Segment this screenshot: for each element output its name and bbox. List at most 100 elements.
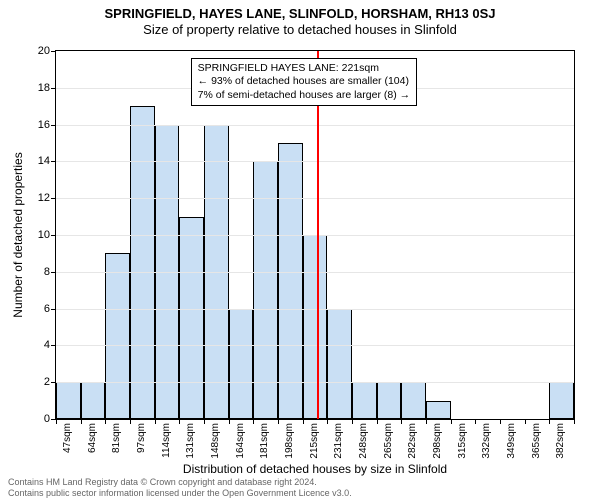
gridline <box>56 272 574 273</box>
bar <box>130 106 155 419</box>
ytick-mark <box>51 88 56 89</box>
ytick-mark <box>51 161 56 162</box>
footer: Contains HM Land Registry data © Crown c… <box>8 477 352 498</box>
bar <box>352 382 377 419</box>
ytick-mark <box>51 272 56 273</box>
xtick-label: 131sqm <box>185 423 196 459</box>
gridline <box>56 382 574 383</box>
xtick-label: 248sqm <box>358 423 369 459</box>
xtick-mark <box>105 419 106 424</box>
xtick-label: 265sqm <box>383 423 394 459</box>
ytick-label: 16 <box>38 119 50 131</box>
bar <box>303 235 328 419</box>
title-line1: SPRINGFIELD, HAYES LANE, SLINFOLD, HORSH… <box>0 6 600 22</box>
xtick-label: 164sqm <box>235 423 246 459</box>
bar <box>327 309 352 419</box>
xtick-label: 332sqm <box>481 423 492 459</box>
gridline <box>56 161 574 162</box>
ytick-label: 4 <box>44 339 50 351</box>
ytick-label: 14 <box>38 155 50 167</box>
gridline <box>56 345 574 346</box>
marker-line <box>317 51 319 419</box>
ytick-mark <box>51 51 56 52</box>
xtick-mark <box>500 419 501 424</box>
xtick-mark <box>549 419 550 424</box>
xtick-mark <box>130 419 131 424</box>
xtick-label: 382sqm <box>555 423 566 459</box>
bar <box>253 161 278 419</box>
xtick-label: 231sqm <box>333 423 344 459</box>
annotation-box: SPRINGFIELD HAYES LANE: 221sqm← 93% of d… <box>191 58 417 105</box>
xtick-mark <box>401 419 402 424</box>
footer-line2: Contains public sector information licen… <box>8 488 352 498</box>
chart-container: SPRINGFIELD, HAYES LANE, SLINFOLD, HORSH… <box>0 0 600 500</box>
xtick-mark <box>179 419 180 424</box>
bar <box>377 382 402 419</box>
annotation-line: 7% of semi-detached houses are larger (8… <box>198 89 410 102</box>
bar <box>549 382 574 419</box>
xtick-label: 64sqm <box>87 423 98 453</box>
xtick-mark <box>204 419 205 424</box>
plot-area: 02468101214161820 47sqm64sqm81sqm97sqm11… <box>55 50 575 420</box>
gridline <box>56 125 574 126</box>
footer-line1: Contains HM Land Registry data © Crown c… <box>8 477 352 487</box>
ytick-label: 6 <box>44 303 50 315</box>
x-axis-label: Distribution of detached houses by size … <box>55 462 575 476</box>
xtick-mark <box>253 419 254 424</box>
annotation-line: ← 93% of detached houses are smaller (10… <box>198 75 410 88</box>
bar <box>278 143 303 419</box>
xtick-mark <box>426 419 427 424</box>
ytick-mark <box>51 345 56 346</box>
ytick-label: 12 <box>38 192 50 204</box>
ytick-label: 10 <box>38 229 50 241</box>
xtick-mark <box>525 419 526 424</box>
xtick-label: 148sqm <box>210 423 221 459</box>
gridline <box>56 235 574 236</box>
xtick-mark <box>574 419 575 424</box>
xtick-label: 47sqm <box>62 423 73 453</box>
xtick-mark <box>475 419 476 424</box>
ytick-label: 18 <box>38 82 50 94</box>
bar <box>401 382 426 419</box>
xtick-mark <box>451 419 452 424</box>
ytick-mark <box>51 235 56 236</box>
bar <box>229 309 254 419</box>
annotation-line: SPRINGFIELD HAYES LANE: 221sqm <box>198 62 410 75</box>
bar <box>56 382 81 419</box>
xtick-label: 282sqm <box>407 423 418 459</box>
xtick-mark <box>303 419 304 424</box>
y-axis-label: Number of detached properties <box>11 152 25 317</box>
xtick-label: 349sqm <box>506 423 517 459</box>
xtick-mark <box>278 419 279 424</box>
xtick-mark <box>81 419 82 424</box>
ytick-mark <box>51 198 56 199</box>
xtick-label: 81sqm <box>111 423 122 453</box>
xtick-label: 365sqm <box>531 423 542 459</box>
xtick-label: 97sqm <box>136 423 147 453</box>
ytick-mark <box>51 382 56 383</box>
title-line2: Size of property relative to detached ho… <box>0 22 600 38</box>
ytick-mark <box>51 125 56 126</box>
ytick-label: 8 <box>44 266 50 278</box>
xtick-label: 114sqm <box>161 423 172 458</box>
xtick-mark <box>377 419 378 424</box>
bar <box>426 401 451 419</box>
xtick-label: 315sqm <box>457 423 468 459</box>
bar <box>105 253 130 419</box>
xtick-label: 198sqm <box>284 423 295 459</box>
ytick-label: 0 <box>44 413 50 425</box>
bar <box>81 382 106 419</box>
xtick-mark <box>155 419 156 424</box>
bar <box>179 217 204 419</box>
xtick-label: 298sqm <box>432 423 443 459</box>
xtick-mark <box>327 419 328 424</box>
title-block: SPRINGFIELD, HAYES LANE, SLINFOLD, HORSH… <box>0 0 600 39</box>
xtick-mark <box>56 419 57 424</box>
gridline <box>56 309 574 310</box>
ytick-label: 20 <box>38 45 50 57</box>
xtick-mark <box>229 419 230 424</box>
xtick-label: 215sqm <box>309 423 320 459</box>
xtick-label: 181sqm <box>259 423 270 459</box>
xtick-mark <box>352 419 353 424</box>
ytick-label: 2 <box>44 376 50 388</box>
